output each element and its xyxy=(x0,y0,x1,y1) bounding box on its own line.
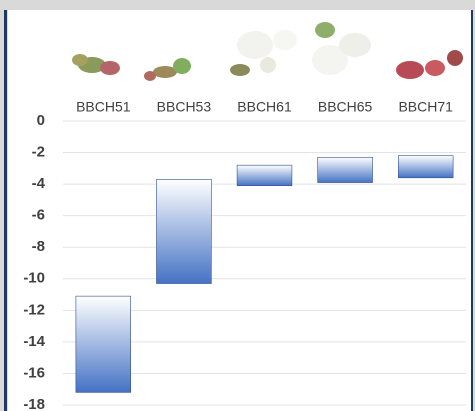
bar xyxy=(236,164,293,186)
y-tick-label: -18 xyxy=(23,396,45,411)
y-tick-label: -14 xyxy=(23,333,45,350)
x-tick-label: BBCH71 xyxy=(398,99,453,115)
y-tick-label: 0 xyxy=(37,112,45,129)
flower-images xyxy=(72,22,463,81)
right-border xyxy=(471,10,473,411)
x-tick-label: BBCH53 xyxy=(157,99,212,115)
y-tick-label: -6 xyxy=(32,207,45,224)
bar xyxy=(156,179,212,284)
x-tick-label: BBCH65 xyxy=(318,99,373,115)
y-tick-label: -2 xyxy=(32,144,45,161)
bar xyxy=(317,156,373,183)
y-tick-label: -12 xyxy=(23,301,45,318)
x-tick-label: BBCH61 xyxy=(237,99,292,115)
left-border xyxy=(4,10,7,411)
bar xyxy=(397,155,454,179)
x-tick-label: BBCH51 xyxy=(76,99,131,115)
y-tick-label: -16 xyxy=(23,364,45,381)
y-tick-label: -10 xyxy=(23,270,45,287)
y-tick-label: -4 xyxy=(32,175,46,192)
bar xyxy=(75,295,132,393)
y-tick-label: -8 xyxy=(32,238,45,255)
